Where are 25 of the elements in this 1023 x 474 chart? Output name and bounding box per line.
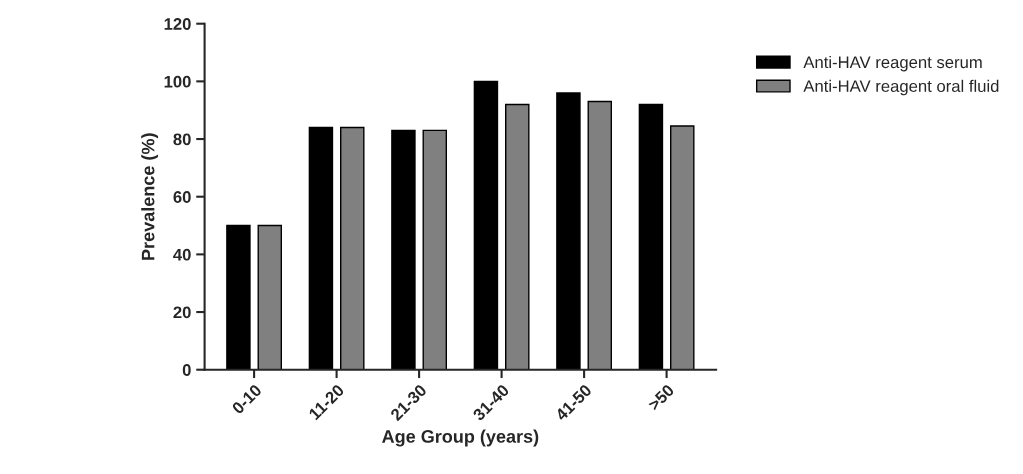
legend-label: Anti-HAV reagent serum: [803, 55, 982, 72]
y-axis-title: Prevalence (%): [141, 133, 159, 260]
bar: [308, 126, 334, 370]
x-axis-title: Age Group (years): [382, 429, 539, 447]
bar: [226, 224, 251, 370]
y-tick-label: 120: [164, 18, 191, 30]
bar: [638, 103, 664, 370]
x-tick-label: 0-10: [231, 383, 263, 415]
y-tick-label: 60: [173, 191, 191, 203]
bar: [587, 100, 613, 370]
y-tick-label: 80: [173, 133, 191, 146]
bar: [473, 80, 499, 370]
legend-label: Anti-HAV reagent oral fluid: [803, 79, 999, 96]
bar: [391, 129, 416, 370]
bar: [257, 224, 283, 370]
x-tick-label: >50: [647, 383, 675, 412]
y-tick-label: 20: [173, 306, 191, 319]
bar: [505, 103, 530, 370]
bar: [422, 129, 448, 370]
y-tick-label: 100: [164, 75, 191, 88]
y-tick-label: 0: [182, 364, 191, 376]
bar: [556, 92, 581, 370]
bar: [670, 125, 695, 370]
y-tick-label: 40: [173, 248, 191, 261]
bar: [340, 126, 365, 370]
